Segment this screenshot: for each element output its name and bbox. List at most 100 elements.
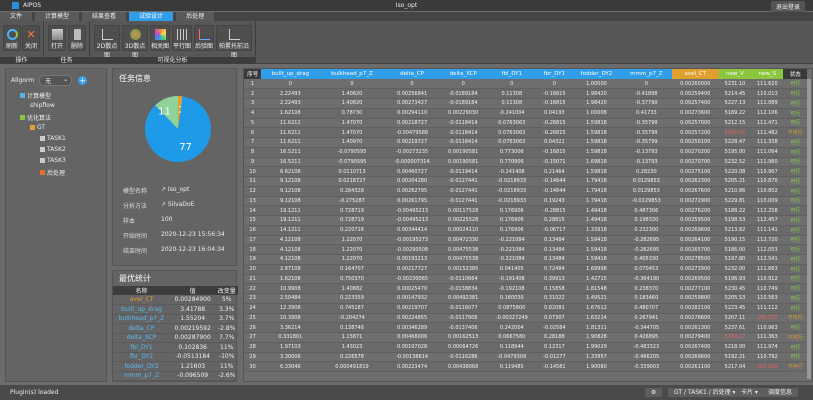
table-cell: 1.49418	[571, 215, 622, 226]
table-row[interactable]: 27 0.331801 1.15871 0.00468006 0.00162513 0.0…	[244, 332, 807, 343]
pie-label: 11	[158, 106, 171, 117]
stats-header[interactable]: 名称	[113, 286, 170, 295]
table-row[interactable]: 12 9.12108 0.284328 0.00262795 -0.0127441 -0.…	[244, 186, 807, 197]
open-button[interactable]: 打开	[48, 25, 66, 51]
table-row[interactable]: 4 1.62108 0.78730 0.00294110 0.00229030 -0.24…	[244, 108, 807, 119]
correlation-button[interactable]: 相关图	[150, 25, 170, 51]
table-cell: 1.59818	[571, 137, 622, 148]
table-row[interactable]: 23 2.50484 0.223359 0.00147932 0.00492381 0.1…	[244, 293, 807, 304]
add-icon[interactable]: +	[78, 76, 88, 85]
column-header[interactable]: 状态	[783, 69, 807, 79]
filter-select[interactable]: 无 ⌄	[39, 75, 73, 86]
table-cell: 0.11308	[486, 88, 537, 99]
tree-item[interactable]: GT	[30, 124, 45, 131]
settings-button[interactable]: ⚙	[645, 388, 663, 397]
table-cell: -0.0218933	[486, 186, 537, 197]
menu-tab[interactable]: 后处理	[176, 12, 215, 21]
column-header[interactable]: new_S	[751, 69, 784, 79]
posterior-label: 后验图	[195, 43, 214, 50]
close-button[interactable]: ✕ 关闭	[22, 25, 40, 51]
column-header[interactable]: fodder_DY2	[571, 69, 622, 79]
column-header[interactable]: bulkhead_p7_Z	[319, 69, 385, 79]
parallel-button[interactable]: 平行图	[172, 25, 192, 51]
tree-item[interactable]: 后处理	[40, 168, 65, 177]
table-cell: 1.81548	[571, 283, 622, 294]
column-header[interactable]: built_up_drag	[261, 69, 320, 79]
table-row[interactable]: 2 2.22493 1.40820 0.00256841 -0.0189184 0.113…	[244, 88, 807, 99]
vertical-scrollbar[interactable]	[807, 79, 811, 379]
table-row[interactable]: 21 1.62108 0.750370 -0.00230065 -0.0110664 -0…	[244, 274, 807, 285]
posterior-button[interactable]: 后验图	[194, 25, 214, 51]
table-cell: 9.12108	[261, 196, 320, 207]
table-row[interactable]: 7 11.6211 1.40970 0.00219727 -0.0118414 0.076…	[244, 137, 807, 148]
tree-item[interactable]: 计算模型	[20, 91, 51, 100]
table-row[interactable]: 10 6.62108 0.0110713 0.00460727 -0.0119414 -0…	[244, 166, 807, 177]
table-row[interactable]: 15 19.1211 0.728719 -0.00495213 0.00225528 0.…	[244, 215, 807, 226]
table-row[interactable]: 25 10.3908 -0.204274 0.00224855 -0.0117906 -0…	[244, 313, 807, 324]
tree-item[interactable]: TASK2	[40, 146, 66, 153]
scatter2d-button[interactable]: 2D散点图	[94, 25, 120, 59]
table-cell: 1.59418	[571, 235, 622, 246]
schedule-info-button[interactable]: 调度信息	[762, 388, 799, 397]
table-row[interactable]: 6 11.6211 1.47070 -0.00479588 -0.0118414 0.07…	[244, 127, 807, 138]
table-cell: 15	[244, 215, 262, 226]
table-row[interactable]: 8 16.5211 -0.0790595 -0.00273235 0.00190581 0…	[244, 147, 807, 158]
table-row[interactable]: 3 2.22493 1.40820 0.00273427 -0.0189184 0.113…	[244, 98, 807, 109]
table-cell: 5187.07	[718, 127, 752, 138]
table-row[interactable]: 24 12.3908 0.745187 0.00219707 -0.0116077 0.0…	[244, 303, 807, 314]
table-row[interactable]: 5 11.6211 1.47070 0.00218727 -0.0118414 0.076…	[244, 118, 807, 129]
column-header[interactable]: fbl_DY1	[486, 69, 537, 79]
table-cell: 0.220718	[319, 225, 385, 236]
delete-button[interactable]: 删除	[68, 25, 86, 51]
tree-item[interactable]: 优化算法	[20, 113, 51, 122]
table-row[interactable]: 22 10.9908 1.40882 0.00025470 -0.0138834 -0.1…	[244, 283, 807, 294]
column-header[interactable]: fbr_DY1	[536, 69, 572, 79]
column-header[interactable]: avel_CT	[671, 69, 719, 79]
logout-button[interactable]: 退出登录	[770, 1, 805, 12]
table-cell: 0.00259500	[671, 215, 719, 226]
table-row[interactable]: 26 3.36214 0.138746 0.00346289 -0.0137406 0.2…	[244, 322, 807, 333]
tree-item[interactable]: TASK1	[40, 135, 66, 142]
tree-item[interactable]: shipflow	[30, 102, 55, 109]
table-cell: 5217.04	[718, 361, 752, 372]
tree-item[interactable]: TASK3	[40, 157, 66, 164]
column-header[interactable]: 序号	[244, 69, 262, 79]
table-cell: 1.62108	[261, 274, 320, 285]
table-row[interactable]: 13 9.12108 -0.275287 0.00261795 -0.0127441 -0…	[244, 196, 807, 207]
table-row[interactable]: 11 9.12108 0.0218727 0.00204280 -0.0127441 -0…	[244, 176, 807, 187]
refresh-button[interactable]: 刷新	[3, 25, 21, 51]
tree-item-label: TASK2	[47, 146, 66, 153]
table-row[interactable]: 17 4.12108 1.22070 -0.00195273 0.00472330 -0.…	[244, 235, 807, 246]
table-row[interactable]: 1 0 0 0 0 0 0 1.00000 0 0.00260000 5231.10 111.620 可…	[244, 79, 807, 90]
menu-tab[interactable]: 结果查看	[82, 12, 127, 21]
column-header[interactable]: mmm_p7_Z	[621, 69, 672, 79]
table-row[interactable]: 20 2.87108 0.164707 0.00217727 0.00152385 0.0…	[244, 264, 807, 275]
table-row[interactable]: 16 14.1211 0.220718 0.00344414 0.00024110 0.1…	[244, 225, 807, 236]
table-row[interactable]: 29 3.30006 0.226578 -0.00138614 -0.0116286 -0…	[244, 352, 807, 363]
column-header[interactable]: delta_CP	[384, 69, 440, 79]
table-row[interactable]: 18 4.12108 1.22070 -0.00290508 0.00475538 -0.…	[244, 244, 807, 255]
stats-header[interactable]: 改变量	[215, 286, 238, 295]
table-cell: 0.226578	[319, 352, 385, 363]
menu-tab[interactable]: 文件	[0, 12, 33, 21]
task-path-dropdown[interactable]: GT / TASK1 / 后处理 ▾	[668, 388, 742, 397]
menu-tab[interactable]: 计算模型	[35, 12, 80, 21]
task-pie-chart: 27711	[145, 96, 211, 162]
table-row[interactable]: 28 1.97103 1.43023 0.00197028 0.00064726 0.11…	[244, 342, 807, 353]
table-cell: 1.42715	[571, 274, 622, 285]
table-row[interactable]: 30 6.33046 0.000491819 0.00223474 0.00438068…	[244, 361, 807, 372]
pareto-button[interactable]: 帕累托前沿图	[216, 25, 252, 59]
table-cell: 5228.47	[718, 137, 752, 148]
table-cell: 1.90828	[571, 332, 622, 343]
stats-header[interactable]: 值	[169, 286, 216, 295]
scatter3d-button[interactable]: 3D散点图	[122, 25, 148, 59]
table-cell: 5190.15	[718, 235, 752, 246]
table-row[interactable]: 9 16.5211 -0.0790595 -0.000007314 0.00190581…	[244, 157, 807, 168]
column-header[interactable]: delta_XCP	[439, 69, 487, 79]
menu-tab[interactable]: 试验设计	[129, 12, 174, 21]
table-cell: 1.00008	[571, 108, 622, 119]
table-row[interactable]: 14 19.1211 0.728719 -0.00495213 0.00117528 0.…	[244, 205, 807, 216]
column-header[interactable]: new_V	[718, 69, 752, 79]
card-dropdown[interactable]: 卡片 ▾	[735, 388, 764, 397]
table-row[interactable]: 19 4.12108 1.22070 0.00193213 0.00475538 -0.2…	[244, 254, 807, 265]
